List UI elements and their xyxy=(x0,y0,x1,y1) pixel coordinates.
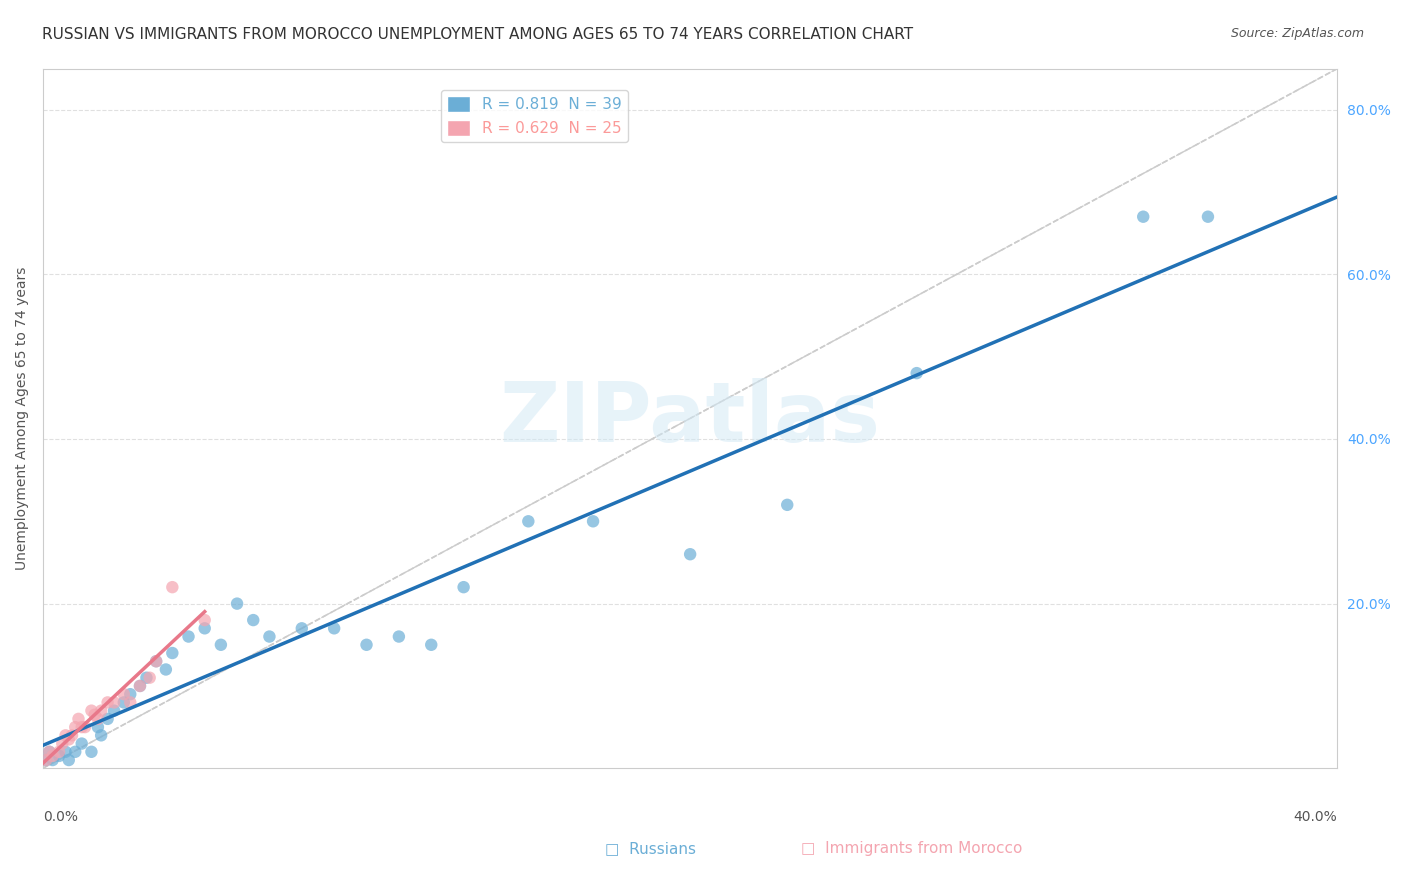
Point xyxy=(87,712,110,726)
Point xyxy=(65,720,87,734)
Point xyxy=(80,745,103,759)
Point xyxy=(73,720,96,734)
Point xyxy=(1132,210,1154,224)
Text: 40.0%: 40.0% xyxy=(1294,810,1337,824)
Point xyxy=(129,679,152,693)
Point xyxy=(97,712,120,726)
Point xyxy=(41,753,63,767)
Point xyxy=(112,695,135,709)
Point xyxy=(177,630,200,644)
Point xyxy=(453,580,475,594)
Point xyxy=(679,547,702,561)
Text: ZIPatlas: ZIPatlas xyxy=(499,378,880,458)
Point xyxy=(162,580,184,594)
Point xyxy=(55,728,77,742)
Point xyxy=(80,704,103,718)
Point xyxy=(48,748,70,763)
Legend: R = 0.819  N = 39, R = 0.629  N = 25: R = 0.819 N = 39, R = 0.629 N = 25 xyxy=(441,90,628,142)
Point xyxy=(242,613,264,627)
Point xyxy=(323,621,346,635)
Point xyxy=(70,720,93,734)
Text: □  Russians: □ Russians xyxy=(605,841,696,856)
Point xyxy=(155,663,177,677)
Point xyxy=(162,646,184,660)
Point xyxy=(35,753,58,767)
Point xyxy=(145,654,167,668)
Point xyxy=(55,745,77,759)
Y-axis label: Unemployment Among Ages 65 to 74 years: Unemployment Among Ages 65 to 74 years xyxy=(15,267,30,570)
Point xyxy=(51,737,73,751)
Point xyxy=(60,728,83,742)
Point xyxy=(90,728,112,742)
Point xyxy=(291,621,314,635)
Point xyxy=(388,630,411,644)
Point xyxy=(129,679,152,693)
Point xyxy=(1197,210,1219,224)
Point xyxy=(67,712,90,726)
Point xyxy=(70,737,93,751)
Point xyxy=(90,704,112,718)
Point xyxy=(120,687,142,701)
Point xyxy=(905,366,928,380)
Text: □  Immigrants from Morocco: □ Immigrants from Morocco xyxy=(801,841,1022,856)
Point xyxy=(83,707,105,722)
Point xyxy=(194,621,217,635)
Point xyxy=(259,630,281,644)
Point xyxy=(226,597,249,611)
Point xyxy=(135,671,157,685)
Point xyxy=(38,745,60,759)
Point xyxy=(209,638,232,652)
Point xyxy=(41,748,63,763)
Point xyxy=(65,745,87,759)
Point xyxy=(38,745,60,759)
Point xyxy=(194,613,217,627)
Point xyxy=(112,687,135,701)
Point xyxy=(776,498,799,512)
Point xyxy=(58,753,80,767)
Point xyxy=(58,732,80,747)
Text: 0.0%: 0.0% xyxy=(44,810,77,824)
Text: Source: ZipAtlas.com: Source: ZipAtlas.com xyxy=(1230,27,1364,40)
Point xyxy=(35,753,58,767)
Point xyxy=(87,720,110,734)
Point xyxy=(582,514,605,528)
Point xyxy=(420,638,443,652)
Text: RUSSIAN VS IMMIGRANTS FROM MOROCCO UNEMPLOYMENT AMONG AGES 65 TO 74 YEARS CORREL: RUSSIAN VS IMMIGRANTS FROM MOROCCO UNEMP… xyxy=(42,27,914,42)
Point xyxy=(97,695,120,709)
Point xyxy=(138,671,160,685)
Point xyxy=(356,638,378,652)
Point xyxy=(103,704,125,718)
Point xyxy=(145,654,167,668)
Point xyxy=(120,695,142,709)
Point xyxy=(48,745,70,759)
Point xyxy=(103,695,125,709)
Point xyxy=(517,514,540,528)
